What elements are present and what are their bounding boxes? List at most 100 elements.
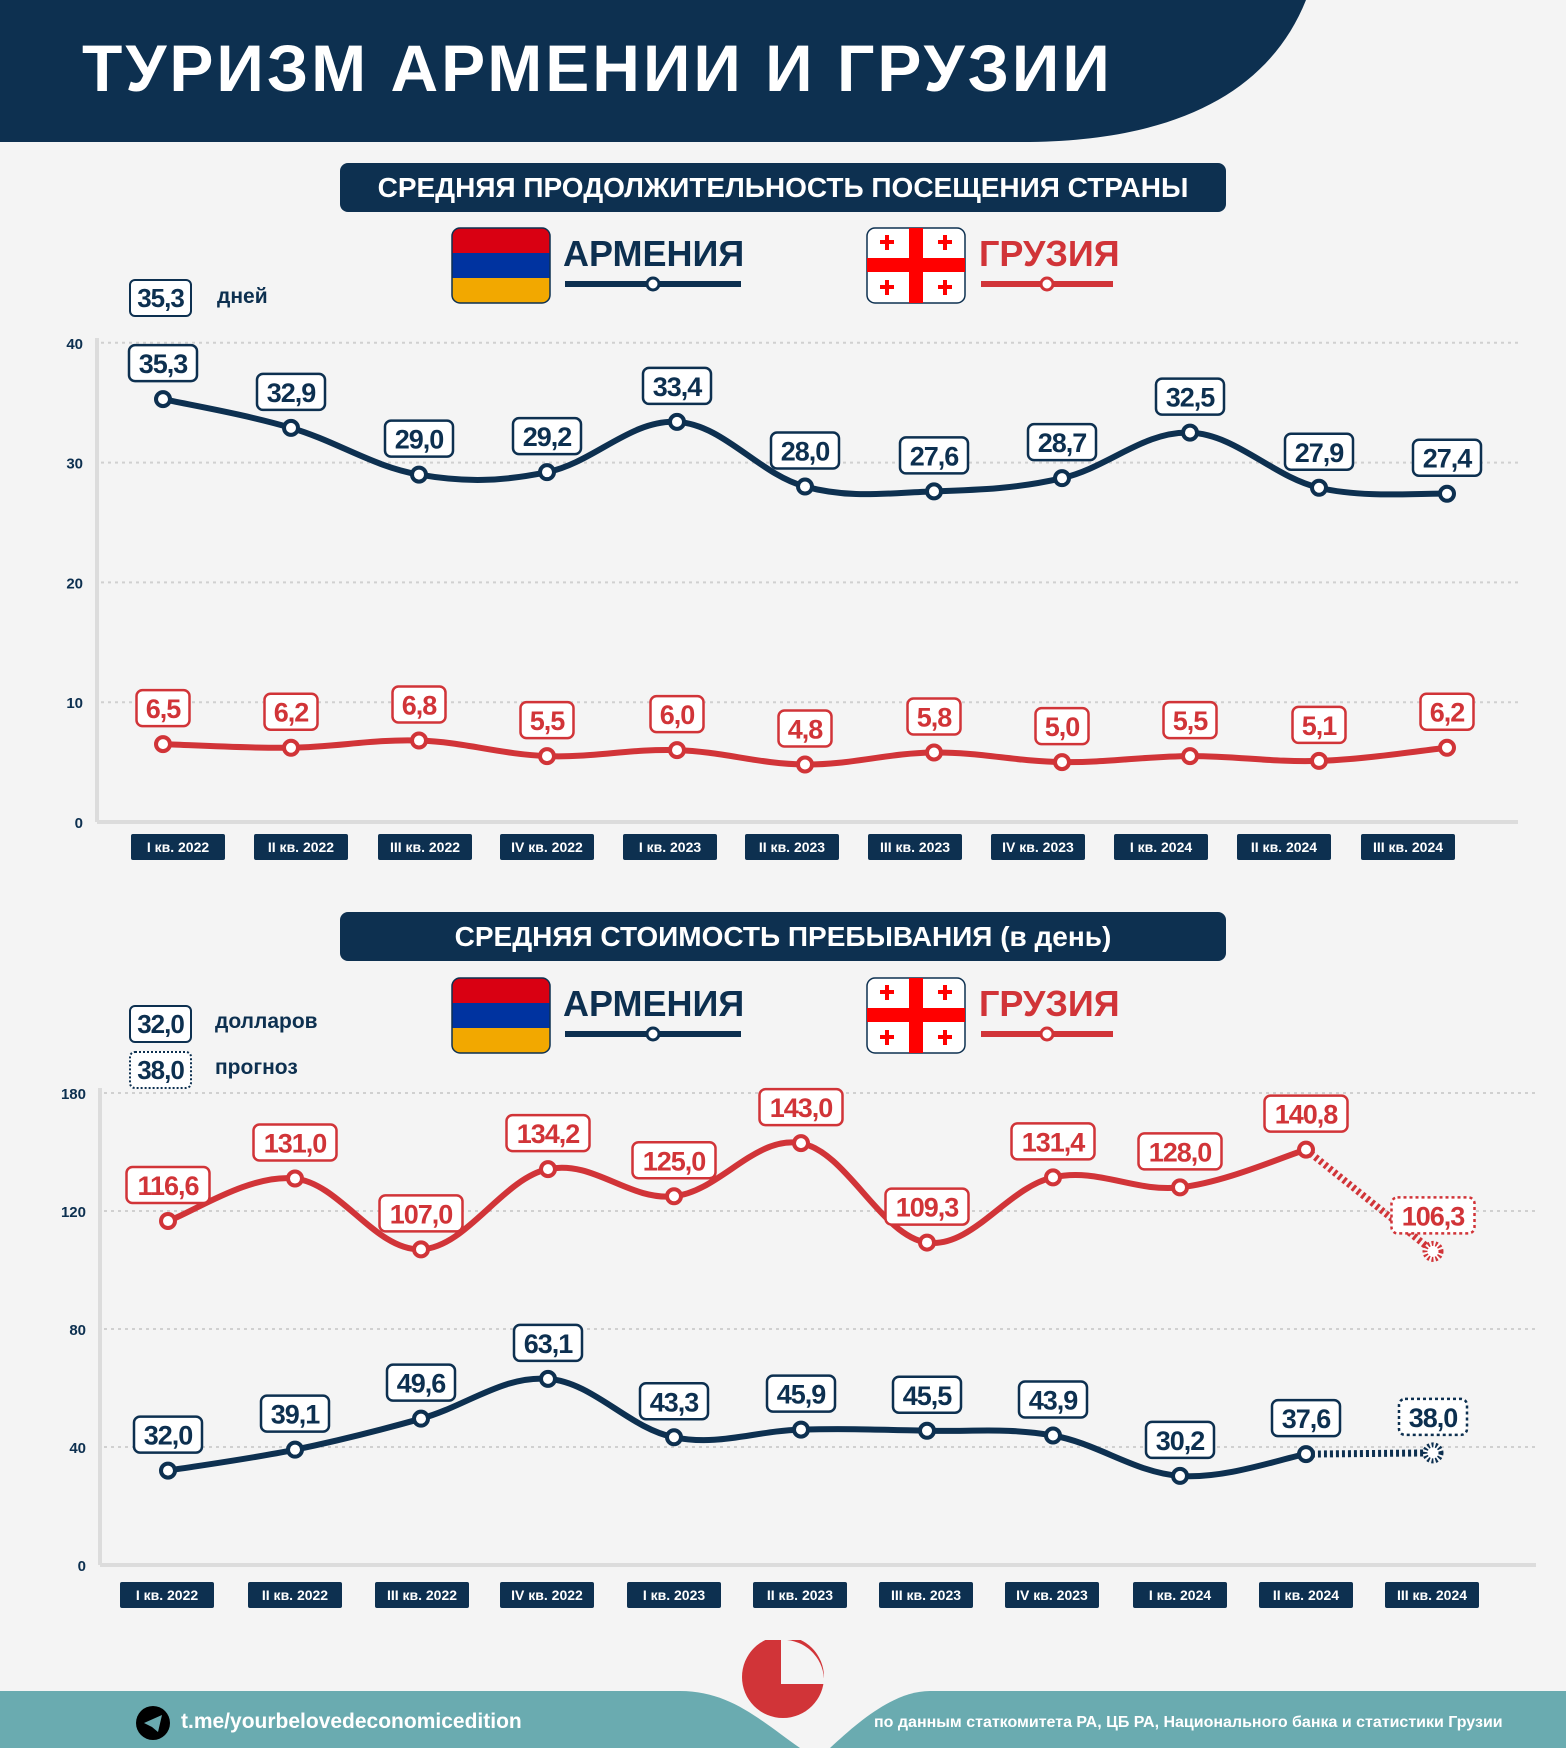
y-tick-label: 40 (69, 1440, 86, 1457)
x-tick-label: IV кв. 2022 (511, 1587, 583, 1603)
data-label: 39,1 (271, 1400, 321, 1430)
x-tick-box (1385, 1582, 1479, 1608)
series-line-1 (165, 1375, 1309, 1480)
y-tick-label: 0 (78, 1558, 86, 1575)
data-label: 28,7 (1038, 428, 1087, 458)
data-label: 63,1 (524, 1329, 574, 1359)
data-label: 134,2 (517, 1119, 580, 1149)
chart-2-title: СРЕДНЯЯ СТОИМОСТЬ ПРЕБЫВАНИЯ (в день) (340, 912, 1226, 961)
data-label-box (649, 694, 705, 734)
data-point (796, 477, 814, 496)
y-tick-label: 80 (69, 1322, 86, 1339)
data-label-box (512, 1323, 584, 1363)
data-label-box (1291, 705, 1347, 745)
data-label: 45,5 (903, 1381, 953, 1411)
data-label-box (255, 372, 327, 412)
data-label-box (259, 1394, 331, 1433)
data-point (1310, 751, 1328, 770)
data-label-box (638, 1382, 710, 1421)
data-label: 106,3 (1402, 1201, 1466, 1231)
data-label: 35,3 (139, 349, 189, 379)
data-point (925, 743, 943, 762)
x-tick-label: II кв. 2024 (1273, 1587, 1339, 1603)
data-point (538, 747, 556, 766)
data-label-box (898, 436, 970, 475)
data-label-box (884, 1187, 970, 1226)
x-tick-box (131, 834, 225, 860)
x-tick-label: III кв. 2023 (891, 1587, 961, 1603)
data-label: 49,6 (397, 1369, 447, 1399)
telegram-icon (136, 1706, 170, 1740)
armenia-flag-icon (451, 227, 551, 304)
forecast-point (1422, 1442, 1444, 1464)
x-tick-label: I кв. 2023 (643, 1587, 706, 1603)
data-label: 6,0 (660, 700, 695, 730)
x-tick-box (500, 1582, 594, 1608)
header-banner (0, 0, 1306, 142)
data-point (159, 1212, 177, 1231)
data-point (154, 390, 172, 409)
data-point (1297, 1140, 1315, 1159)
data-label: 38,0 (1409, 1403, 1458, 1433)
x-tick-box (745, 834, 839, 860)
x-tick-box (991, 834, 1085, 860)
data-label-box (1144, 1420, 1216, 1460)
x-tick-box (868, 834, 962, 860)
data-point (412, 1240, 430, 1259)
data-label: 5,5 (1173, 706, 1209, 736)
data-label: 33,4 (653, 372, 703, 402)
data-point (665, 1428, 683, 1447)
data-label-box (125, 1165, 211, 1205)
data-point (1053, 469, 1071, 488)
armenia-flag-icon (451, 977, 551, 1054)
data-label: 116,6 (137, 1171, 199, 1201)
georgia-flag-icon (866, 977, 966, 1054)
legend-armenia-line-icon (565, 276, 741, 292)
x-tick-box (1361, 834, 1455, 860)
data-label: 143,0 (770, 1093, 833, 1123)
data-label-box (1283, 432, 1355, 472)
data-label-box (252, 1123, 338, 1162)
data-label: 6,8 (402, 691, 438, 721)
data-label: 27,6 (910, 441, 960, 471)
data-point (668, 412, 686, 431)
x-tick-box (120, 1582, 214, 1608)
data-label: 6,2 (1430, 698, 1465, 728)
unit-example-box: 35,3 (129, 279, 192, 317)
legend-georgia-line-icon (981, 276, 1113, 292)
y-tick-label: 10 (66, 695, 83, 712)
data-point (282, 738, 300, 757)
x-tick-box (1005, 1582, 1099, 1608)
data-point (796, 755, 814, 774)
x-tick-box (1133, 1582, 1227, 1608)
x-tick-label: III кв. 2023 (880, 839, 950, 855)
unit-label: долларов (215, 1010, 318, 1033)
data-label-box (631, 1141, 717, 1180)
data-label-box (383, 419, 455, 458)
chart-1: 0 10 20 30 40 I кв. 2022 II кв. 2022 III кв. 20… (66, 336, 1518, 860)
legend-armenia-label: АРМЕНИЯ (563, 983, 745, 1024)
legend-armenia-line-icon (565, 1026, 741, 1042)
data-label-box (263, 692, 319, 731)
data-label: 5,5 (530, 706, 566, 736)
data-label-box (1411, 438, 1483, 477)
x-tick-label: I кв. 2024 (1149, 1587, 1212, 1603)
data-label: 29,2 (523, 422, 572, 452)
x-tick-box (1259, 1582, 1353, 1608)
x-tick-box (1237, 834, 1331, 860)
data-label-box (765, 1374, 837, 1413)
forecast-point (1422, 1240, 1444, 1262)
legend-armenia-label: АРМЕНИЯ (563, 233, 745, 274)
telegram-link[interactable]: t.me/yourbelovedeconomicedition (181, 1710, 522, 1733)
data-point (154, 735, 172, 754)
data-label: 43,3 (650, 1387, 700, 1417)
x-tick-box (623, 834, 717, 860)
data-label-box (891, 1375, 963, 1415)
legend-georgia-label: ГРУЗИЯ (979, 983, 1120, 1024)
data-label: 128,0 (1149, 1137, 1212, 1167)
data-point (925, 482, 943, 501)
data-label-box (132, 1415, 204, 1454)
data-label-box (1154, 377, 1226, 416)
data-label: 131,0 (264, 1129, 327, 1159)
y-tick-label: 0 (75, 815, 83, 832)
